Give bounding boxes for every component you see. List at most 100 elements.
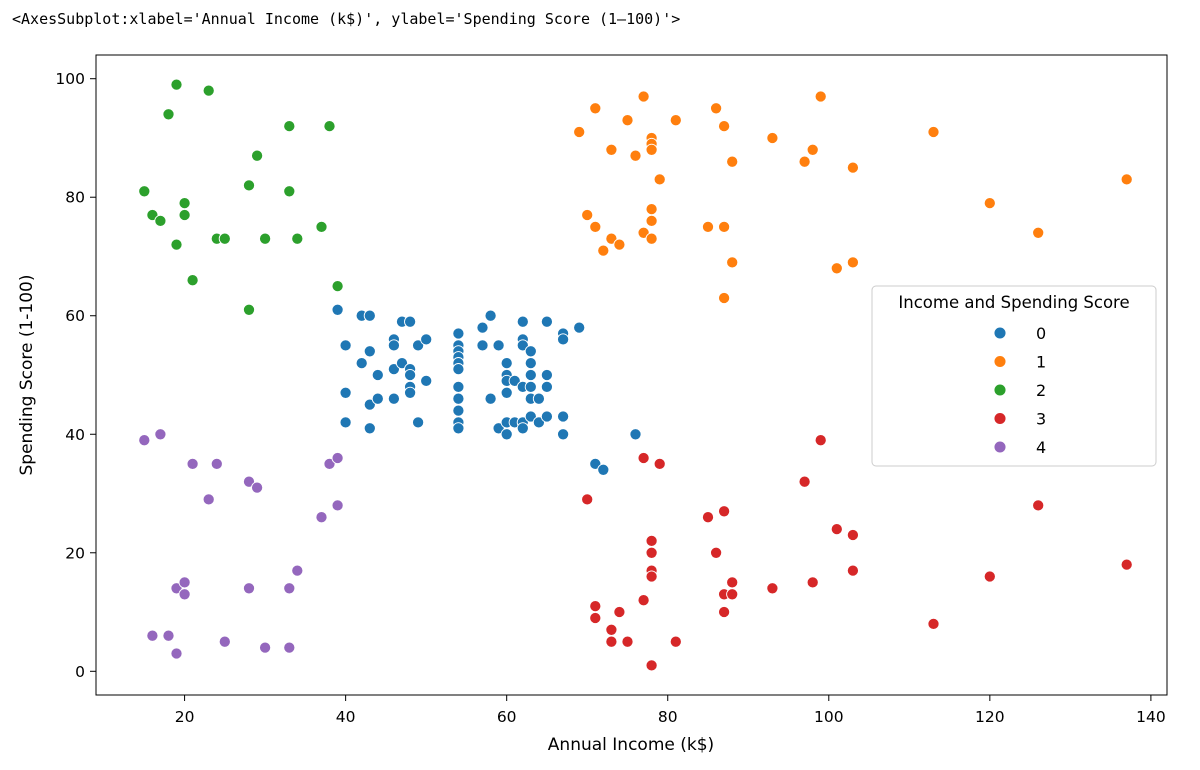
point-cluster-0 <box>339 339 352 352</box>
x-axis: 20 40 60 80 100 120 140 <box>175 695 1166 726</box>
y-tick-label: 40 <box>65 426 85 444</box>
point-cluster-0 <box>371 368 384 382</box>
point-cluster-0 <box>524 357 537 370</box>
point-cluster-0 <box>452 422 465 435</box>
point-cluster-2 <box>315 220 328 233</box>
point-cluster-3 <box>1032 499 1045 512</box>
point-cluster-1 <box>806 143 819 156</box>
point-cluster-2 <box>283 185 296 198</box>
point-cluster-0 <box>500 386 513 399</box>
point-cluster-1 <box>605 232 618 245</box>
point-cluster-2 <box>154 214 167 227</box>
point-cluster-4 <box>218 635 231 648</box>
point-cluster-4 <box>162 629 175 642</box>
point-cluster-0 <box>363 422 376 435</box>
point-cluster-0 <box>532 392 545 405</box>
point-cluster-1 <box>645 214 658 227</box>
point-cluster-2 <box>178 197 191 210</box>
point-cluster-0 <box>500 428 513 441</box>
point-cluster-3 <box>927 617 940 630</box>
point-cluster-2 <box>170 78 183 91</box>
y-tick-label: 100 <box>55 70 85 88</box>
point-cluster-3 <box>645 659 658 672</box>
point-cluster-3 <box>710 546 723 559</box>
point-cluster-4 <box>259 641 272 654</box>
point-cluster-0 <box>452 380 465 393</box>
point-cluster-3 <box>846 528 859 542</box>
point-cluster-3 <box>814 434 827 447</box>
x-tick-label: 80 <box>658 708 678 726</box>
point-cluster-1 <box>766 131 779 145</box>
legend-items: 0 1 2 3 4 <box>993 324 1046 457</box>
point-cluster-1 <box>983 197 996 210</box>
point-cluster-2 <box>323 120 336 133</box>
point-cluster-3 <box>589 611 602 625</box>
point-cluster-1 <box>798 155 811 168</box>
legend-label-0: 0 <box>1036 324 1046 343</box>
legend: Income and Spending Score 0 1 2 3 4 <box>871 285 1157 467</box>
point-cluster-0 <box>387 339 400 352</box>
point-cluster-4 <box>138 434 151 447</box>
point-cluster-3 <box>726 576 739 589</box>
point-cluster-3 <box>726 588 739 601</box>
point-cluster-0 <box>524 380 537 393</box>
point-cluster-3 <box>718 605 731 619</box>
point-cluster-4 <box>178 588 191 601</box>
x-tick-label: 40 <box>336 708 356 726</box>
point-cluster-0 <box>476 321 489 334</box>
point-cluster-3 <box>653 457 666 470</box>
point-cluster-3 <box>701 511 715 524</box>
point-cluster-3 <box>621 635 634 648</box>
point-cluster-2 <box>162 108 175 121</box>
point-cluster-3 <box>718 505 731 518</box>
point-cluster-1 <box>718 220 731 233</box>
legend-marker-4 <box>993 440 1007 454</box>
point-cluster-0 <box>331 303 344 316</box>
point-cluster-0 <box>500 357 513 370</box>
y-tick-label: 20 <box>65 544 85 562</box>
x-tick-label: 60 <box>497 708 517 726</box>
point-cluster-2 <box>291 232 304 245</box>
point-cluster-0 <box>557 428 570 441</box>
point-cluster-1 <box>645 143 658 156</box>
y-axis: 0 20 40 60 80 100 <box>55 70 96 681</box>
point-cluster-1 <box>927 125 940 139</box>
point-cluster-2 <box>186 274 199 287</box>
point-cluster-0 <box>371 392 384 405</box>
point-cluster-0 <box>339 416 352 429</box>
point-cluster-1 <box>846 161 859 174</box>
point-cluster-2 <box>242 303 256 316</box>
point-cluster-0 <box>516 422 529 435</box>
point-cluster-1 <box>653 173 666 186</box>
legend-marker-0 <box>993 326 1007 340</box>
point-cluster-4 <box>186 457 199 470</box>
point-cluster-1 <box>589 102 602 115</box>
x-tick-label: 100 <box>814 708 844 726</box>
point-cluster-1 <box>629 149 642 162</box>
point-cluster-1 <box>645 232 658 245</box>
y-tick-label: 80 <box>65 189 85 207</box>
point-cluster-0 <box>452 392 465 405</box>
point-cluster-1 <box>701 220 715 233</box>
point-cluster-3 <box>589 600 602 613</box>
point-cluster-4 <box>242 582 256 595</box>
point-cluster-4 <box>283 641 296 654</box>
point-cluster-4 <box>323 457 336 470</box>
point-cluster-0 <box>484 392 497 405</box>
x-tick-label: 20 <box>175 708 195 726</box>
point-cluster-4 <box>154 428 167 441</box>
axes-repr-text: <AxesSubplot:xlabel='Annual Income (k$)'… <box>12 10 681 28</box>
point-cluster-2 <box>251 149 264 162</box>
point-cluster-0 <box>355 357 368 370</box>
point-cluster-4 <box>210 457 223 470</box>
point-cluster-1 <box>726 256 739 269</box>
point-cluster-4 <box>170 582 183 595</box>
point-cluster-0 <box>524 410 537 423</box>
point-cluster-1 <box>846 256 859 269</box>
point-cluster-3 <box>645 570 658 583</box>
point-cluster-0 <box>452 363 465 376</box>
legend-marker-1 <box>993 355 1007 368</box>
y-tick-label: 0 <box>75 663 85 681</box>
point-cluster-1 <box>1032 226 1045 239</box>
